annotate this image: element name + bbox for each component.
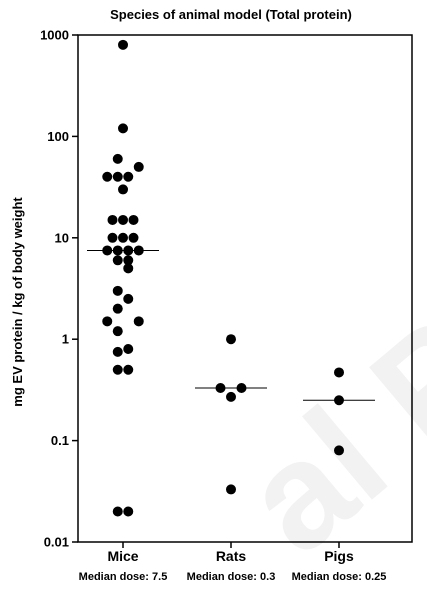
x-tick-label: Rats	[216, 548, 247, 564]
plot-frame	[77, 34, 413, 543]
data-point	[133, 245, 144, 256]
y-tick-label: 0.01	[44, 535, 69, 550]
data-point	[112, 153, 123, 164]
data-point	[118, 232, 128, 243]
data-point	[118, 123, 128, 134]
data-point	[107, 214, 118, 225]
median-dose-label: Median dose: 7.5	[79, 571, 168, 583]
data-point	[112, 285, 123, 296]
data-point	[133, 316, 144, 327]
data-point	[112, 326, 123, 337]
svg-text:al P: al P	[213, 284, 427, 584]
y-tick-label: 0.1	[51, 433, 69, 448]
data-point	[123, 263, 134, 274]
data-point	[118, 214, 128, 225]
y-tick-label: 100	[47, 129, 69, 144]
y-axis: 1000 100 10 1 0.1 0.01	[40, 28, 78, 550]
data-point	[102, 245, 113, 256]
x-tick-label: Mice	[107, 548, 138, 564]
data-point	[334, 445, 344, 456]
data-point	[118, 39, 128, 50]
y-tick-label: 1	[62, 332, 69, 347]
data-point	[123, 245, 134, 256]
y-tick-label: 1000	[40, 28, 69, 43]
y-axis-label: mg EV protein / kg of body weight	[10, 197, 25, 407]
data-point	[226, 334, 236, 345]
data-point	[102, 316, 113, 327]
data-point	[112, 303, 123, 314]
data-point	[128, 232, 139, 243]
data-point	[226, 484, 236, 495]
data-point	[334, 367, 344, 378]
data-point	[123, 506, 134, 517]
data-point	[112, 506, 123, 517]
watermark: al P	[213, 284, 427, 584]
x-axis: Mice Median dose: 7.5 Rats Median dose: 0.3…	[79, 542, 387, 583]
data-point	[112, 346, 123, 357]
chart-title: Species of animal model (Total protein)	[110, 7, 352, 22]
data-point	[128, 214, 139, 225]
median-dose-label: Median dose: 0.3	[187, 571, 276, 583]
data-point	[123, 293, 134, 304]
data-point	[123, 364, 134, 375]
data-point	[123, 171, 134, 182]
data-point	[102, 171, 113, 182]
data-point	[226, 391, 236, 402]
median-dose-label: Median dose: 0.25	[292, 571, 387, 583]
data-point	[112, 171, 123, 182]
data-point	[133, 161, 144, 172]
x-tick-label: Pigs	[324, 548, 354, 564]
data-point	[236, 383, 247, 394]
data-point	[123, 344, 134, 355]
data-point	[215, 383, 226, 394]
data-point	[123, 255, 134, 266]
data-points	[102, 39, 344, 517]
data-point	[334, 395, 344, 406]
y-tick-label: 10	[55, 230, 69, 245]
data-point	[107, 232, 118, 243]
data-point	[112, 245, 123, 256]
data-point	[112, 255, 123, 266]
data-point	[112, 364, 123, 375]
data-point	[118, 184, 128, 195]
